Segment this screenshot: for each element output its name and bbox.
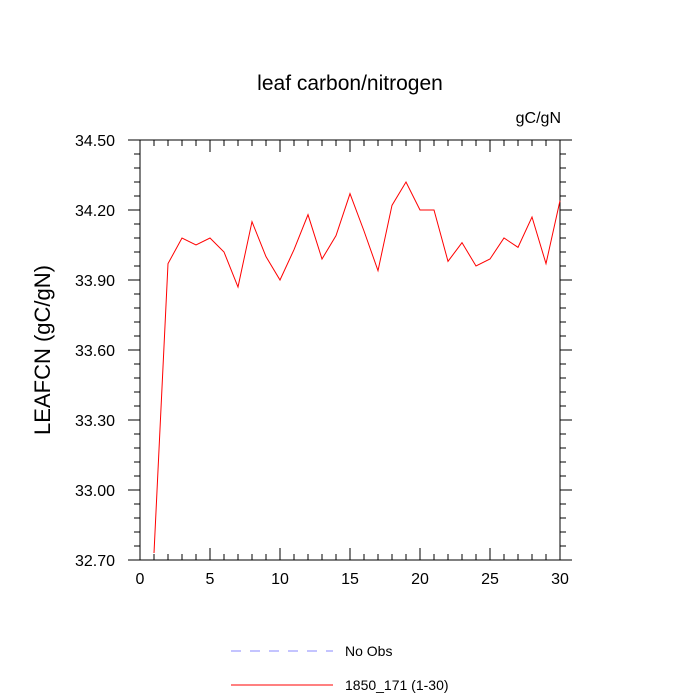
- legend: No Obs 1850_171 (1-30): [231, 643, 449, 693]
- x-tick-label: 20: [411, 571, 429, 588]
- y-tick-label: 33.60: [75, 343, 115, 360]
- axis-ticks: [128, 139, 572, 561]
- x-tick-label: 0: [136, 571, 145, 588]
- series-layer: [153, 180, 561, 554]
- x-tick-label: 15: [341, 571, 359, 588]
- x-tick-label: 10: [271, 571, 289, 588]
- y-axis-label: LEAFCN (gC/gN): [30, 265, 55, 435]
- x-tick-label: 30: [551, 571, 569, 588]
- x-tick-label: 25: [481, 571, 499, 588]
- chart-title: leaf carbon/nitrogen: [257, 72, 443, 95]
- legend-label: 1850_171 (1-30): [345, 677, 449, 693]
- y-tick-label: 33.30: [75, 413, 115, 430]
- units-label: gC/gN: [516, 110, 561, 127]
- y-tick-label: 34.50: [75, 133, 115, 150]
- y-tick-label: 33.90: [75, 273, 115, 290]
- y-tick-label: 34.20: [75, 203, 115, 220]
- tick-labels: 0 5 10 15 20 25 30 32.70 33.00 33.30 33.60 33.90 34.…: [75, 133, 569, 588]
- y-tick-label: 32.70: [75, 553, 115, 570]
- plot-frame: [139, 139, 561, 561]
- series-line: [153, 180, 561, 554]
- x-tick-label: 5: [206, 571, 215, 588]
- legend-label: No Obs: [345, 643, 392, 659]
- y-tick-label: 33.00: [75, 483, 115, 500]
